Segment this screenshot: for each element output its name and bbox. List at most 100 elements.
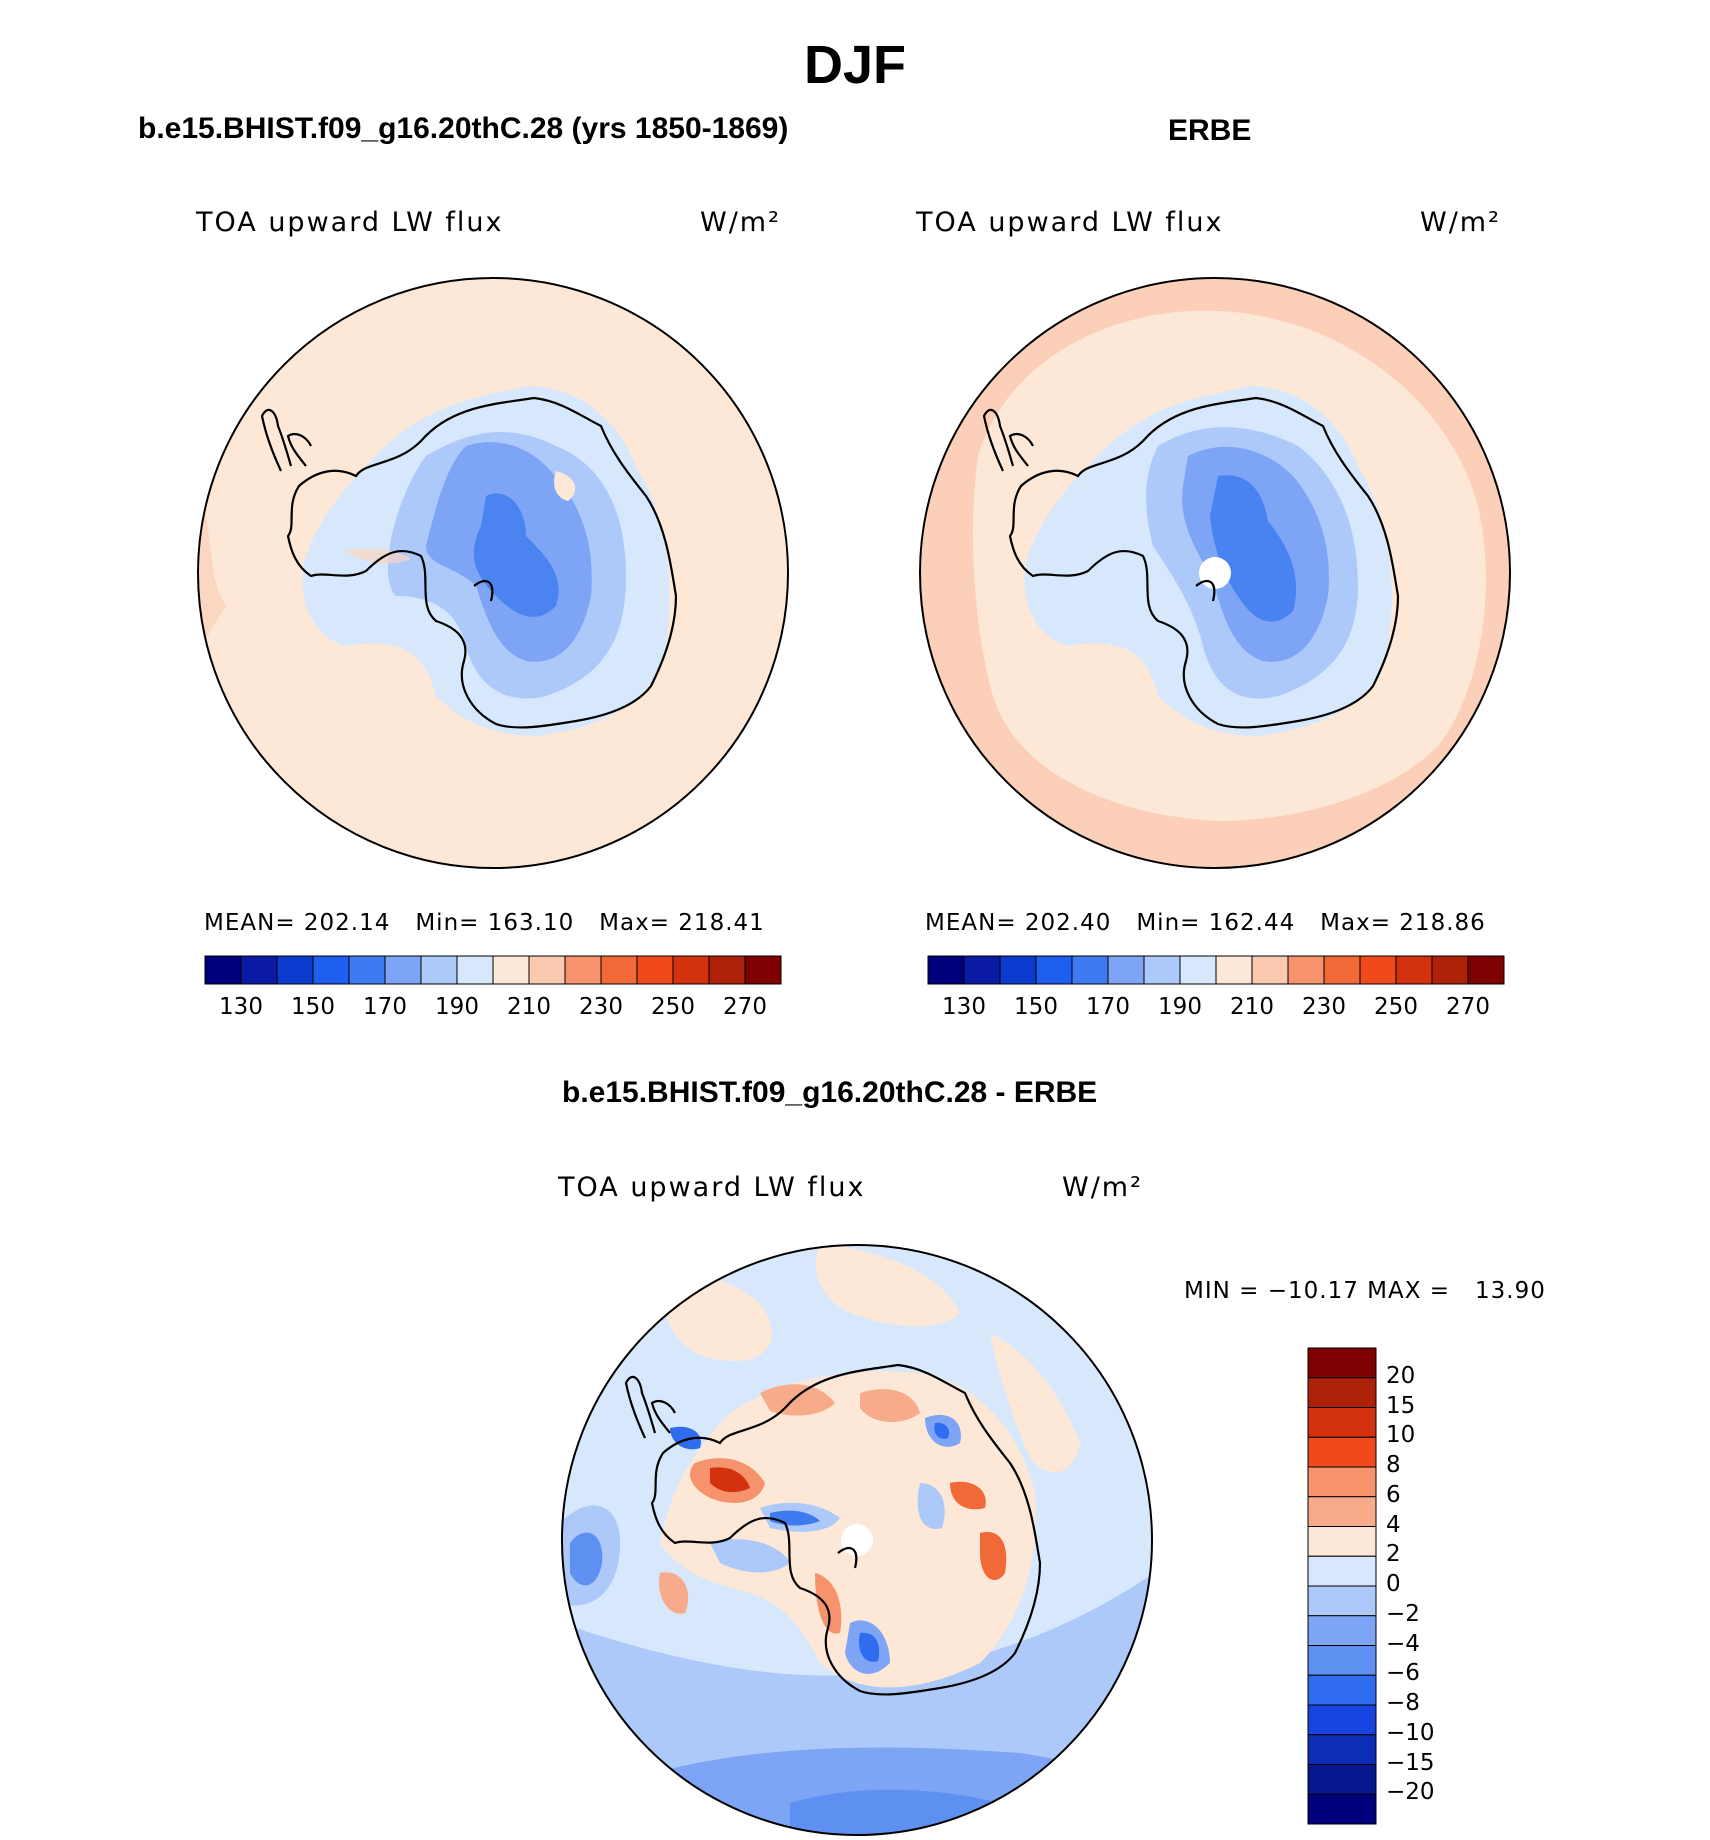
colorbar-tick-label: −2 — [1386, 1600, 1420, 1627]
colorbar-swatch — [1307, 1764, 1377, 1795]
colorbar-swatch — [1035, 955, 1073, 985]
max-label: Max= — [599, 910, 670, 936]
colorbar-tick-label: 10 — [1386, 1422, 1416, 1449]
colorbar-swatch — [312, 955, 350, 985]
colorbar-swatch — [1107, 955, 1145, 985]
min-value: 162.44 — [1208, 910, 1296, 936]
colorbar-swatch — [1307, 1436, 1377, 1468]
colorbar-swatch — [1307, 1615, 1377, 1646]
colorbar-swatch — [1307, 1347, 1377, 1379]
colorbar-tick-label: −6 — [1386, 1660, 1420, 1687]
polar-map-difference — [561, 1244, 1153, 1836]
colorbar-swatch — [204, 955, 242, 985]
colorbar-swatch — [564, 955, 602, 985]
colorbar-model — [204, 955, 782, 985]
colorbar-tick-label: 150 — [1014, 994, 1058, 1020]
colorbar-tick-label: 270 — [1446, 994, 1490, 1020]
max-label: Max= — [1320, 910, 1391, 936]
stats-difference: MIN = −10.17 MAX = 13.90 — [1184, 1278, 1546, 1304]
colorbar-tick-label: 8 — [1386, 1452, 1401, 1478]
colorbar-tick-label: 20 — [1386, 1362, 1416, 1389]
max-value: 218.41 — [678, 910, 765, 936]
stats-obs: MEAN= 202.40 Min= 162.44 Max= 218.86 — [925, 910, 1486, 936]
panel-title-model: b.e15.BHIST.f09_g16.20thC.28 (yrs 1850-1… — [138, 112, 789, 145]
panel-title-difference: b.e15.BHIST.f09_g16.20thC.28 - ERBE — [562, 1076, 1098, 1109]
colorbar-swatch — [1307, 1704, 1377, 1736]
colorbar-tick-label: 4 — [1386, 1511, 1401, 1538]
colorbar-swatch — [1179, 955, 1217, 985]
colorbar-swatch — [1307, 1674, 1377, 1706]
colorbar-swatch — [1395, 955, 1433, 985]
mean-label: MEAN= — [925, 910, 1017, 936]
colorbar-swatch — [1215, 955, 1253, 985]
colorbar-swatch — [1307, 1555, 1377, 1587]
colorbar-swatch — [348, 955, 386, 985]
colorbar-tick-label: 210 — [1230, 994, 1274, 1020]
colorbar-swatch — [420, 955, 458, 985]
colorbar-swatch — [1431, 955, 1469, 985]
min-label: Min= — [1136, 910, 1201, 936]
colorbar-obs — [927, 955, 1505, 985]
colorbar-swatch — [1359, 955, 1397, 985]
colorbar-swatch — [1307, 1793, 1377, 1825]
max-value: 218.86 — [1399, 910, 1486, 936]
colorbar-swatch — [1467, 955, 1505, 985]
colorbar-swatch — [1143, 955, 1181, 985]
colorbar-difference — [1307, 1347, 1377, 1825]
colorbar-swatch — [1287, 955, 1325, 985]
colorbar-swatch — [1307, 1466, 1377, 1498]
variable-label-obs: TOA upward LW flux — [916, 207, 1224, 238]
colorbar-swatch — [1251, 955, 1289, 985]
colorbar-tick-label: 15 — [1386, 1392, 1416, 1419]
colorbar-tick-label: 2 — [1386, 1541, 1401, 1568]
colorbar-swatch — [276, 955, 314, 985]
colorbar-tick-label: 230 — [579, 994, 623, 1020]
colorbar-swatch — [927, 955, 965, 985]
units-label-model: W/m² — [700, 207, 781, 238]
colorbar-tick-label: −20 — [1386, 1779, 1435, 1806]
colorbar-tick-label: 270 — [723, 994, 767, 1020]
colorbar-tick-label: −10 — [1386, 1719, 1435, 1746]
colorbar-tick-label: 170 — [1086, 994, 1130, 1020]
colorbar-swatch — [708, 955, 746, 985]
colorbar-tick-label: −4 — [1386, 1630, 1420, 1657]
colorbar-swatch — [492, 955, 530, 985]
colorbar-swatch — [1307, 1377, 1377, 1408]
colorbar-swatch — [1307, 1526, 1377, 1557]
variable-label-difference: TOA upward LW flux — [558, 1172, 866, 1203]
colorbar-swatch — [999, 955, 1037, 985]
colorbar-tick-label: 190 — [435, 994, 479, 1020]
polar-map-obs — [919, 277, 1511, 869]
colorbar-tick-label: 130 — [942, 994, 986, 1020]
stats-model: MEAN= 202.14 Min= 163.10 Max= 218.41 — [204, 910, 765, 936]
units-label-difference: W/m² — [1062, 1172, 1143, 1203]
mean-label: MEAN= — [204, 910, 296, 936]
colorbar-swatch — [1307, 1734, 1377, 1765]
figure-title: DJF — [803, 35, 906, 95]
colorbar-swatch — [1071, 955, 1109, 985]
colorbar-tick-label: 250 — [1374, 994, 1418, 1020]
mean-value: 202.14 — [303, 910, 391, 936]
panel-title-obs: ERBE — [1168, 114, 1252, 147]
colorbar-tick-label: 6 — [1386, 1481, 1401, 1508]
colorbar-swatch — [456, 955, 494, 985]
colorbar-swatch — [240, 955, 278, 985]
colorbar-ticks-difference: 20 15 10 8 6 4 2 0 −2 −4 −6 −8 −10 −15 −20 — [1386, 1348, 1466, 1824]
colorbar-swatch — [384, 955, 422, 985]
colorbar-tick-label: 190 — [1158, 994, 1202, 1020]
colorbar-ticks-model: 130 150 170 190 210 230 250 270 — [205, 994, 781, 1024]
colorbar-tick-label: −15 — [1386, 1749, 1435, 1776]
colorbar-tick-label: 150 — [291, 994, 335, 1020]
colorbar-swatch — [1307, 1585, 1377, 1617]
colorbar-tick-label: 170 — [363, 994, 407, 1020]
variable-label-model: TOA upward LW flux — [196, 207, 504, 238]
colorbar-swatch — [744, 955, 782, 985]
colorbar-swatch — [1323, 955, 1361, 985]
colorbar-tick-label: −8 — [1386, 1690, 1420, 1716]
colorbar-swatch — [528, 955, 566, 985]
colorbar-tick-label: 230 — [1302, 994, 1346, 1020]
colorbar-swatch — [636, 955, 674, 985]
colorbar-swatch — [600, 955, 638, 985]
colorbar-tick-label: 0 — [1386, 1571, 1401, 1597]
colorbar-swatch — [1307, 1407, 1377, 1438]
